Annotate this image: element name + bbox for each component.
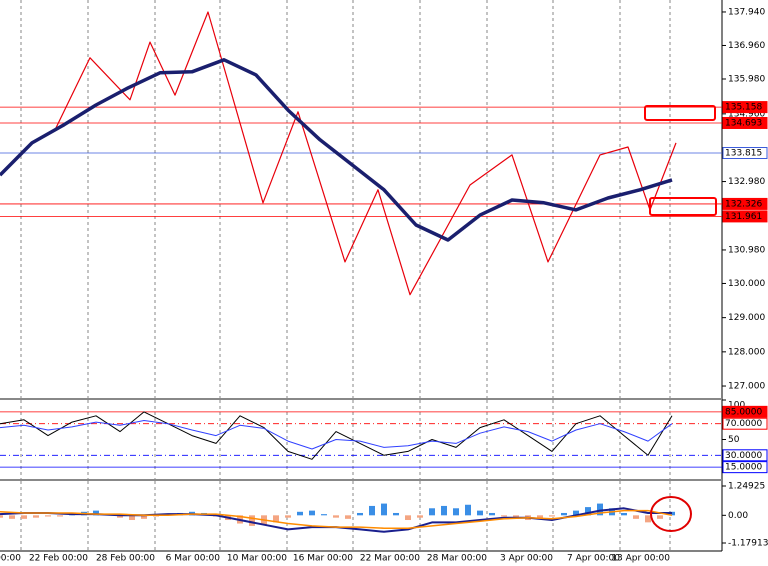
histogram-bar xyxy=(489,512,495,516)
level-label: 85.0000 xyxy=(725,407,762,417)
series-line xyxy=(0,58,673,242)
y-tick-label: 137.940 xyxy=(728,7,765,17)
histogram-bar xyxy=(417,515,423,518)
x-tick-label: 10 Mar 00:00 xyxy=(227,554,287,564)
histogram-bar xyxy=(345,515,351,519)
y-tick-label: 0.00 xyxy=(728,511,748,521)
histogram-bar xyxy=(381,503,387,516)
histogram-bar xyxy=(309,510,315,516)
histogram-bar xyxy=(465,504,471,516)
level-label-box xyxy=(722,116,768,129)
histogram-bar xyxy=(357,512,363,516)
histogram-bar xyxy=(141,515,147,519)
level-label-box xyxy=(722,147,768,160)
histogram-bar xyxy=(0,515,3,518)
level-label: 132.326 xyxy=(725,199,762,209)
annotation-circle xyxy=(650,496,692,532)
x-tick-label: 16 Mar 00:00 xyxy=(293,554,353,564)
histogram-bar xyxy=(21,515,27,519)
histogram-bar xyxy=(321,514,327,516)
series-line xyxy=(0,411,673,460)
histogram-bar xyxy=(585,507,591,516)
y-tick-label: 134.960 xyxy=(728,109,765,119)
histogram-bar xyxy=(249,515,255,526)
level-label: 134.693 xyxy=(725,118,762,128)
histogram-bar xyxy=(117,515,123,518)
series-line xyxy=(54,11,677,296)
histogram-bar xyxy=(657,515,663,519)
histogram-bar xyxy=(573,510,579,516)
x-tick-label: 28 Feb 00:00 xyxy=(96,554,155,564)
histogram-bar xyxy=(33,515,39,518)
level-label: 15.0000 xyxy=(725,463,762,473)
histogram-bar xyxy=(273,515,279,523)
level-label: 70.0000 xyxy=(725,419,762,429)
y-tick-label: 130.000 xyxy=(728,279,765,289)
y-tick-label: 136.960 xyxy=(728,41,765,51)
x-tick-label: 00:00 xyxy=(0,554,21,564)
histogram-bar xyxy=(333,515,339,518)
x-tick-label: 7 Apr 00:00 xyxy=(567,554,620,564)
histogram-bar xyxy=(369,505,375,516)
histogram-bar xyxy=(429,508,435,516)
histogram-bar xyxy=(9,515,15,519)
level-label: 131.961 xyxy=(725,212,762,222)
histogram-bar xyxy=(45,515,51,517)
level-label: 133.815 xyxy=(725,149,762,159)
histogram-bar xyxy=(645,515,651,523)
x-tick-label: 3 Apr 00:00 xyxy=(500,554,553,564)
y-tick-label: 129.000 xyxy=(728,313,765,323)
histogram-bar xyxy=(537,515,543,519)
histogram-bar xyxy=(501,515,507,517)
histogram-bar xyxy=(633,515,639,519)
level-label: 135.158 xyxy=(725,103,762,113)
x-tick-label: 22 Feb 00:00 xyxy=(29,554,88,564)
x-tick-label: 6 Mar 00:00 xyxy=(166,554,221,564)
histogram-bar xyxy=(129,515,135,521)
annotation-box xyxy=(649,197,717,216)
histogram-bar xyxy=(561,512,567,516)
histogram-bar xyxy=(297,511,303,516)
level-label: 30.0000 xyxy=(725,451,762,461)
y-tick-label: 50 xyxy=(728,435,740,445)
histogram-bar xyxy=(453,508,459,516)
level-label-box xyxy=(722,405,768,418)
histogram-bar xyxy=(441,505,447,516)
level-label-box xyxy=(722,101,768,114)
x-tick-label: 22 Mar 00:00 xyxy=(360,554,420,564)
histogram-bar xyxy=(621,512,627,516)
level-label-box xyxy=(722,197,768,210)
histogram-bar xyxy=(477,510,483,516)
y-tick-label: 130.980 xyxy=(728,245,765,255)
histogram-bar xyxy=(405,515,411,521)
y-tick-label: 100 xyxy=(728,401,745,411)
y-tick-label: 132.980 xyxy=(728,177,765,187)
series-line xyxy=(0,420,673,450)
histogram-bar xyxy=(93,510,99,516)
histogram-bar xyxy=(57,515,63,517)
histogram-bar xyxy=(549,515,555,517)
x-tick-label: 13 Apr 00:00 xyxy=(611,554,670,564)
y-tick-label: 128.000 xyxy=(728,347,765,357)
level-label-box xyxy=(722,210,768,223)
histogram-bar xyxy=(285,515,291,518)
level-label-box xyxy=(722,461,768,474)
annotation-box xyxy=(644,105,716,121)
histogram-bar xyxy=(393,512,399,516)
series-line xyxy=(0,509,673,529)
histogram-bar xyxy=(597,503,603,516)
y-tick-label: -1.17913 xyxy=(728,538,768,548)
y-tick-label: 135.980 xyxy=(728,74,765,84)
level-label-box xyxy=(722,417,768,430)
x-tick-label: 28 Mar 00:00 xyxy=(427,554,487,564)
y-tick-label: 127.000 xyxy=(728,382,765,392)
level-label-box xyxy=(722,449,768,462)
y-tick-label: 1.24925 xyxy=(728,482,765,492)
